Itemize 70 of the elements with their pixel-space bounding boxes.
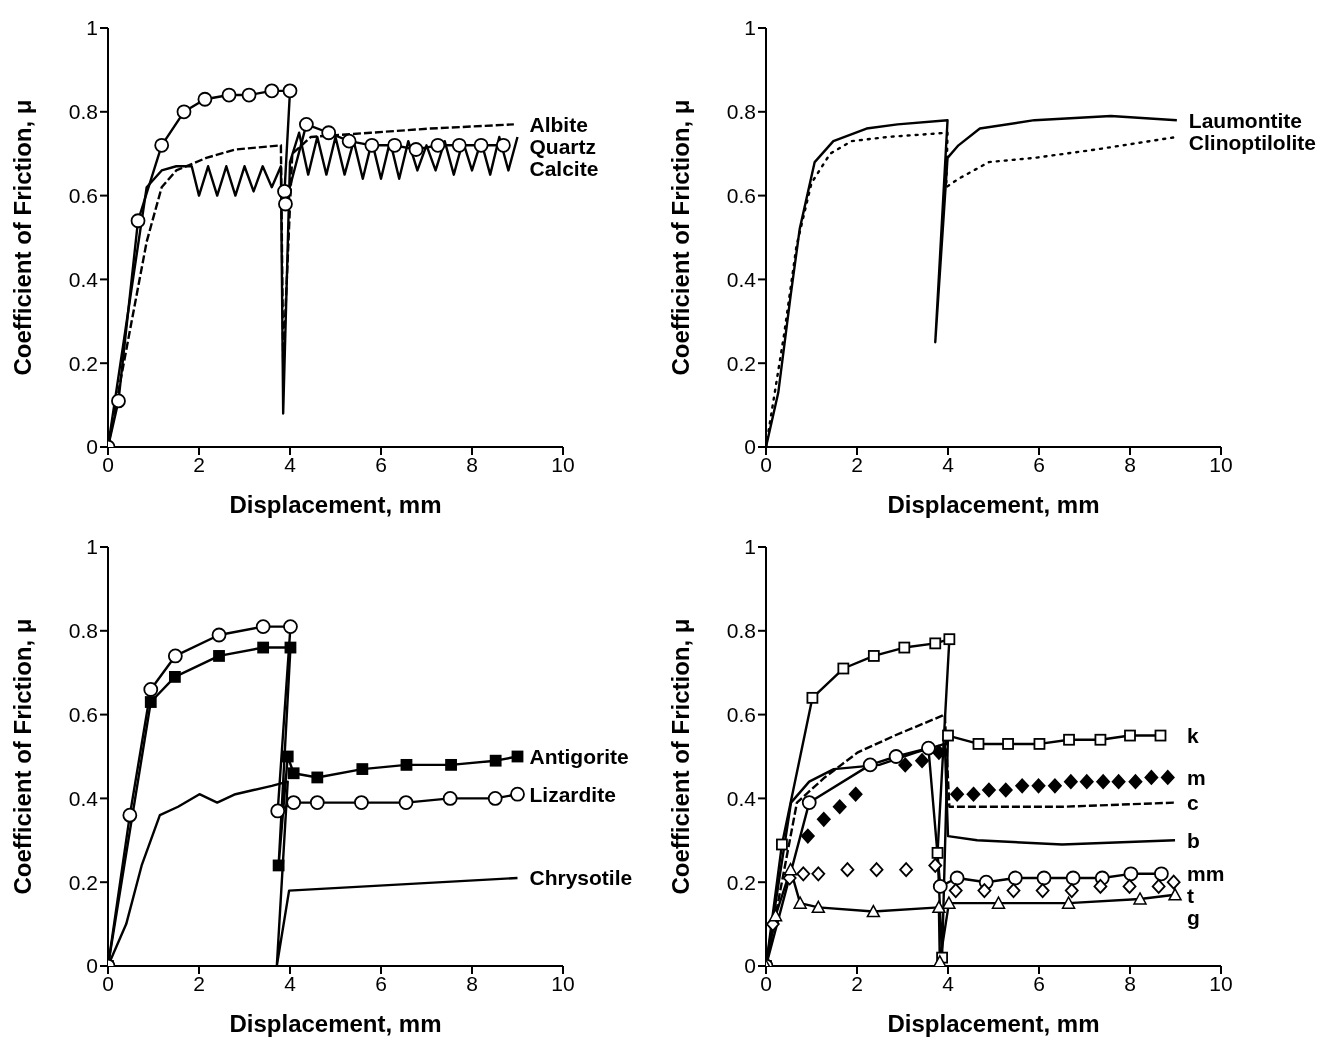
series-label: Antigorite [529,744,629,768]
x-tick-label: 0 [760,452,772,476]
y-axis-title: Coefficient of Friction, μ [666,618,694,895]
y-tick-label: 0.4 [726,786,757,810]
y-tick-label: 0.8 [726,619,756,643]
series-label: k [1187,723,1200,747]
y-tick-label: 0 [744,435,756,459]
series-label: t [1187,884,1195,908]
x-tick-label: 4 [942,971,955,995]
series-label: Lizardite [529,782,616,806]
x-tick-label: 8 [1124,452,1136,476]
series-label: c [1187,790,1200,814]
y-tick-label: 1 [86,16,98,40]
x-tick-label: 10 [551,971,575,995]
y-axis-title: Coefficient of Friction, μ [8,99,36,376]
x-tick-label: 4 [942,452,955,476]
y-tick-label: 0.2 [726,351,756,375]
x-tick-label: 2 [193,452,205,476]
series-label: m [1187,765,1206,789]
y-tick-label: 1 [744,16,756,40]
x-tick-label: 0 [760,971,772,995]
x-tick-label: 10 [551,452,575,476]
x-tick-label: 8 [466,452,478,476]
series-label: mm [1187,862,1225,886]
y-tick-label: 0.4 [68,267,99,291]
series-label: Quartz [529,134,597,158]
y-tick-label: 0.8 [68,100,98,124]
x-tick-label: 6 [375,452,387,476]
x-tick-label: 8 [466,971,478,995]
x-axis-title: Displacement, mm [229,1010,442,1037]
y-axis-title: Coefficient of Friction, μ [666,99,694,376]
x-tick-label: 4 [284,452,297,476]
y-tick-label: 0.6 [68,184,98,208]
x-tick-label: 10 [1209,452,1233,476]
y-tick-label: 0.6 [726,184,756,208]
y-tick-label: 0.2 [68,351,98,375]
y-tick-label: 0.6 [726,703,756,727]
x-axis-title: Displacement, mm [887,491,1100,518]
y-tick-label: 0.2 [68,870,98,894]
x-tick-label: 2 [851,971,863,995]
y-tick-label: 1 [86,535,98,559]
x-tick-label: 6 [1033,452,1045,476]
y-axis-title: Coefficient of Friction, μ [8,618,36,895]
series-label: Clinoptilolite [1188,130,1317,154]
y-tick-label: 0.2 [726,870,756,894]
y-tick-label: 1 [744,535,756,559]
y-tick-label: 0.8 [726,100,756,124]
y-tick-label: 0.8 [68,619,98,643]
x-tick-label: 0 [102,971,114,995]
y-tick-label: 0.6 [68,703,98,727]
x-axis-title: Displacement, mm [887,1010,1100,1037]
x-tick-label: 0 [102,452,114,476]
x-tick-label: 4 [284,971,297,995]
series-label: g [1187,906,1200,930]
series-label: Laumontite [1188,108,1303,132]
x-tick-label: 8 [1124,971,1136,995]
y-tick-label: 0.4 [726,267,757,291]
series-label: Albite [529,112,588,136]
x-tick-label: 2 [193,971,205,995]
y-tick-label: 0 [86,954,98,978]
x-axis-title: Displacement, mm [229,491,442,518]
x-tick-label: 10 [1209,971,1233,995]
y-tick-label: 0 [86,435,98,459]
x-tick-label: 2 [851,452,863,476]
x-tick-label: 6 [1033,971,1045,995]
series-label: b [1187,828,1200,852]
y-tick-label: 0.4 [68,786,99,810]
series-label: Chrysotile [529,866,633,890]
x-tick-label: 6 [375,971,387,995]
y-tick-label: 0 [744,954,756,978]
